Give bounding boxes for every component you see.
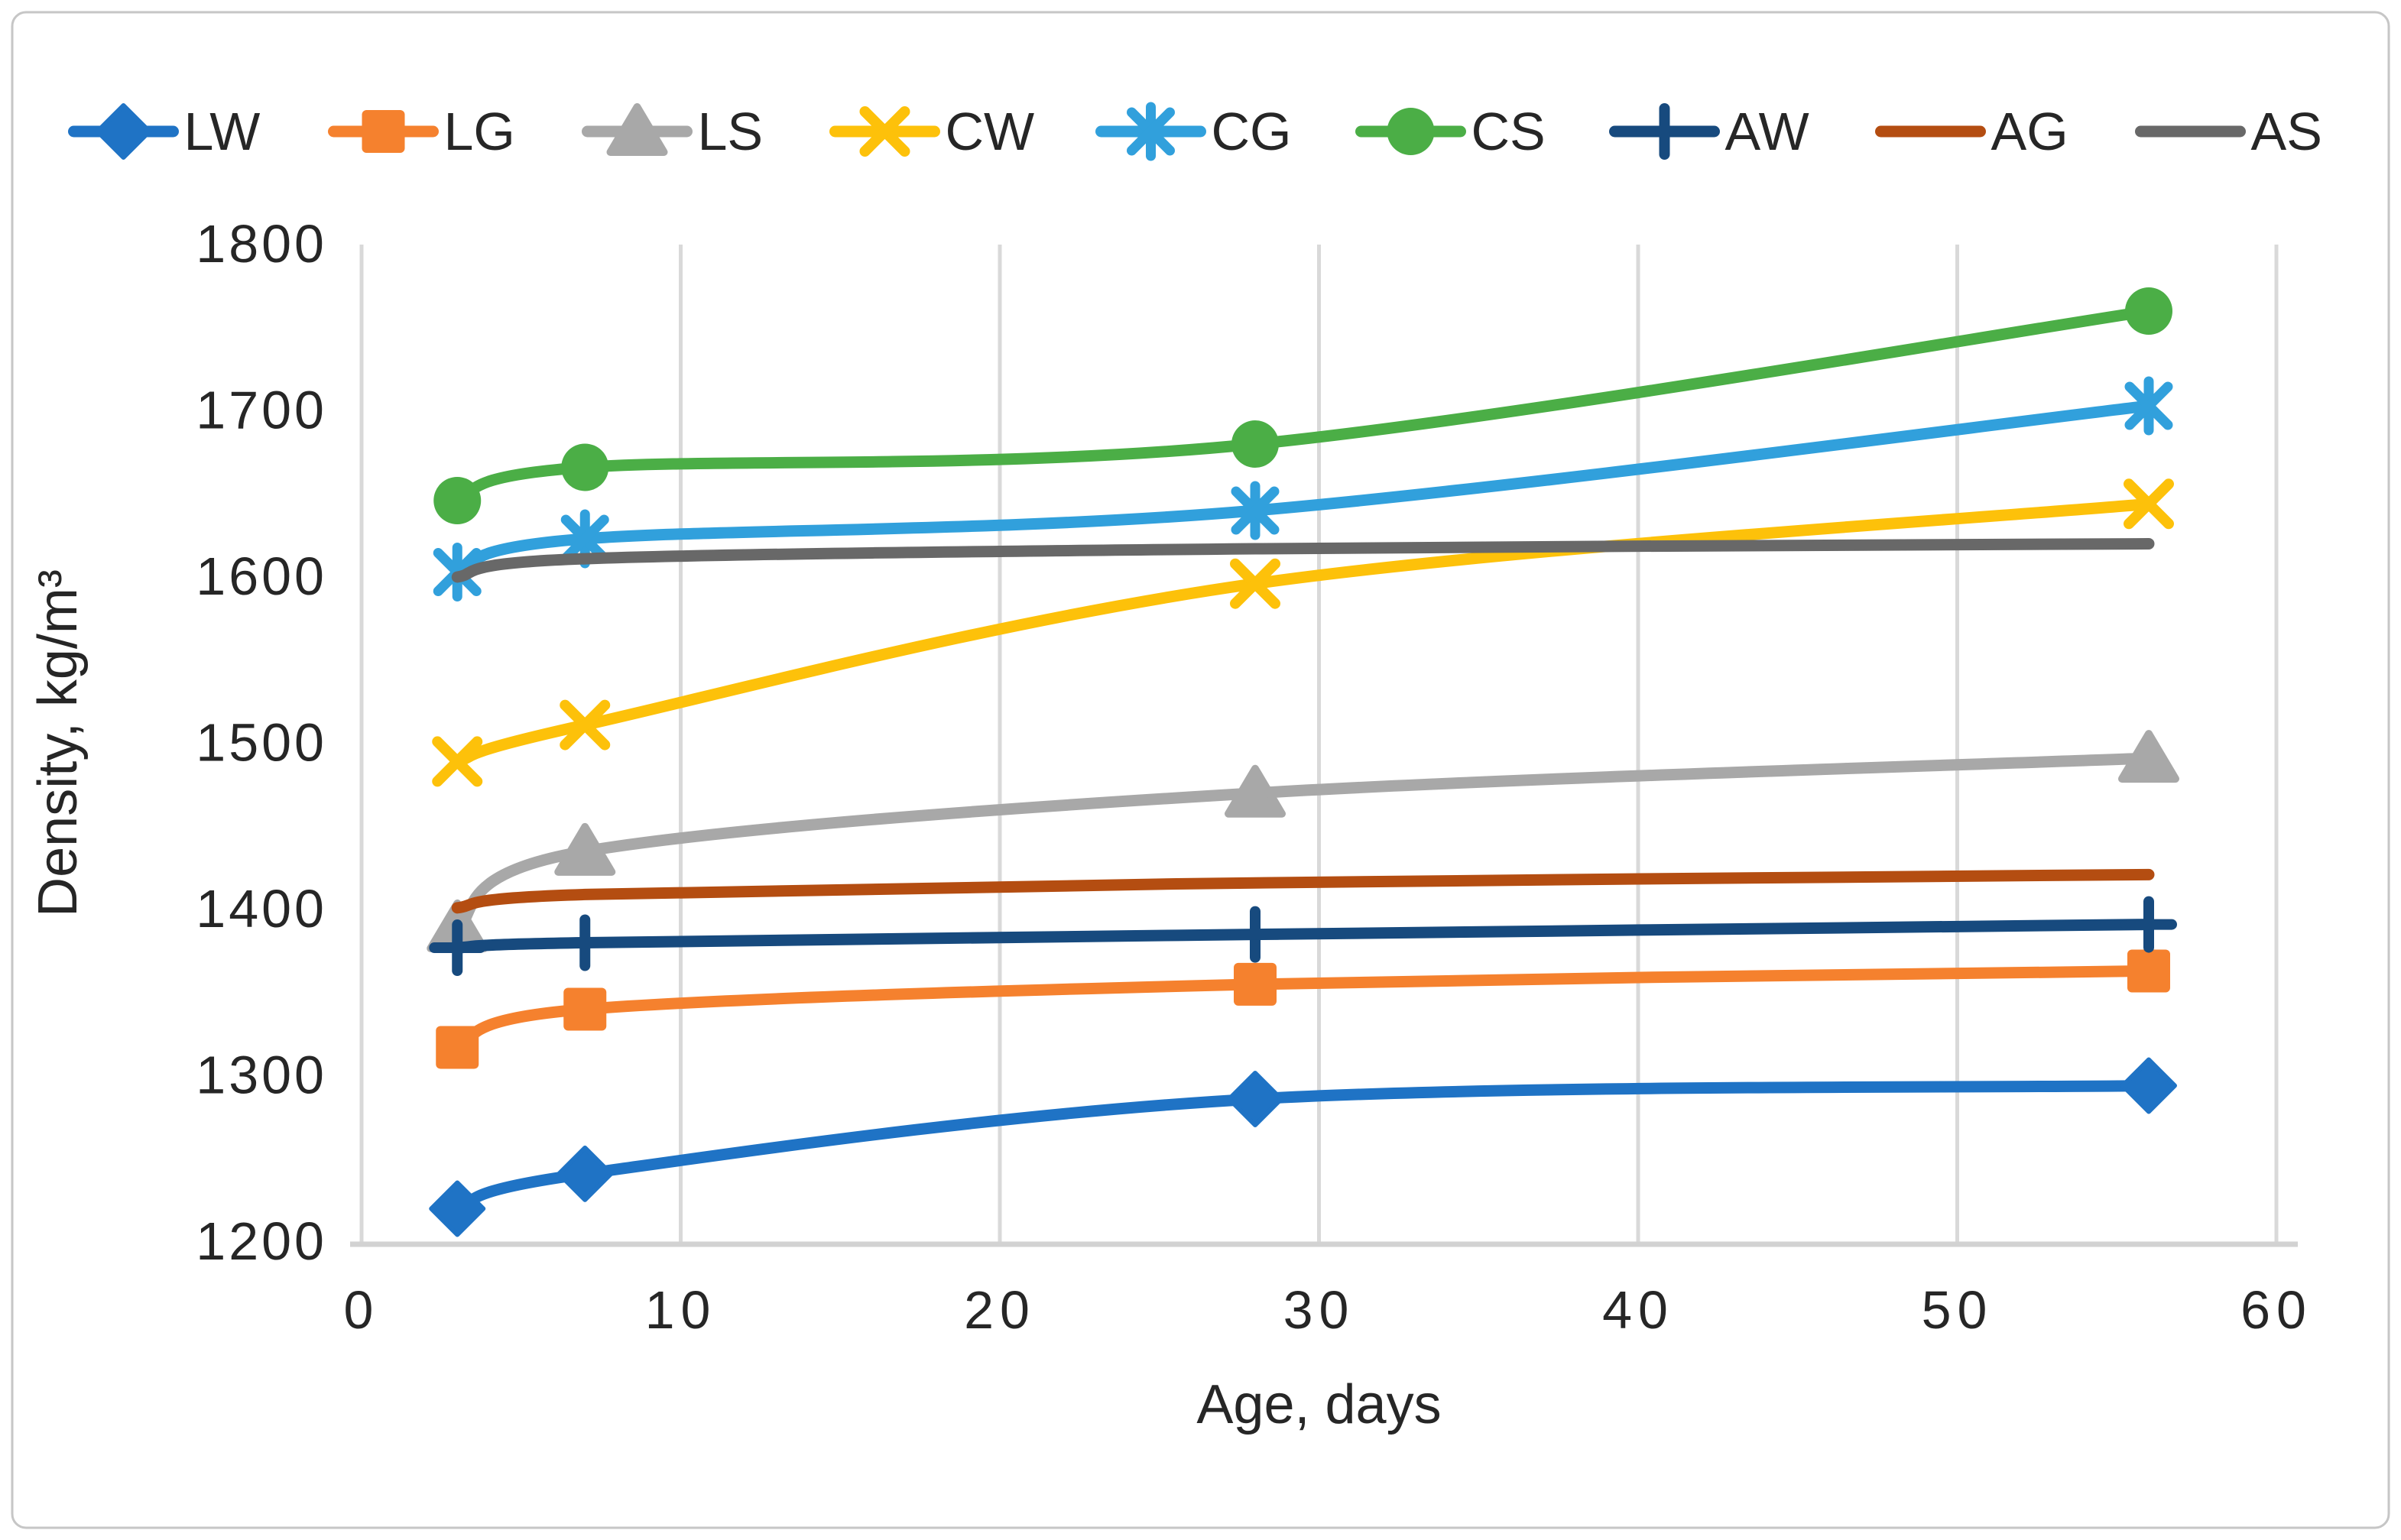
legend-marker-LS — [606, 103, 668, 156]
legend-item-LS: LS — [582, 102, 764, 161]
legend-label-AG: AG — [1991, 102, 2068, 161]
legend-item-AG: AG — [1875, 102, 2068, 161]
legend-label-CW: CW — [946, 102, 1035, 161]
series-CS — [433, 287, 2172, 524]
gridlines — [359, 245, 2279, 1242]
y-tick-label: 1800 — [196, 214, 327, 274]
series-LG — [436, 949, 2170, 1069]
marker-LW — [1227, 1070, 1283, 1127]
series-line-LW — [451, 1080, 2155, 1214]
marker-CS — [1231, 420, 1279, 468]
marker-CS — [2125, 287, 2172, 335]
marker-CS — [561, 443, 609, 491]
marker-LS — [1225, 764, 1286, 818]
figure-border — [11, 11, 2390, 1529]
legend-marker-LW — [95, 103, 152, 160]
x-axis-ticks: 0 10 20 30 40 50 60 — [344, 1280, 2312, 1340]
marker-LG — [436, 1026, 479, 1069]
legend-marker-CW — [859, 106, 910, 157]
series-line-AW — [451, 919, 2155, 954]
series-AS — [451, 538, 2155, 583]
marker-LG — [1234, 962, 1277, 1006]
legend-item-AW: AW — [1609, 102, 1809, 161]
series-AW — [429, 896, 2177, 977]
marker-LW — [429, 1180, 486, 1237]
legend-item-CW: CW — [829, 102, 1035, 161]
legend: LW LG LS CW CG CS AW AG AS — [68, 102, 2322, 161]
legend-label-LS: LS — [698, 102, 764, 161]
marker-LW — [2120, 1057, 2177, 1114]
marker-CG — [1231, 486, 1280, 535]
series-CW — [432, 478, 2174, 787]
x-tick-label: 60 — [2240, 1280, 2312, 1340]
series-line-AG — [451, 868, 2155, 914]
series-AG — [451, 868, 2155, 914]
x-tick-label: 0 — [344, 1280, 380, 1340]
series-LS — [427, 730, 2179, 952]
y-tick-label: 1500 — [196, 713, 327, 773]
marker-LW — [556, 1145, 614, 1202]
y-axis-ticks: 1200 1300 1400 1500 1600 1700 1800 — [196, 214, 327, 1271]
y-tick-label: 1200 — [196, 1211, 327, 1271]
y-tick-label: 1300 — [196, 1046, 327, 1105]
legend-item-CS: CS — [1355, 102, 1546, 161]
marker-LS — [554, 822, 616, 876]
marker-CS — [433, 476, 482, 524]
marker-CG — [2124, 381, 2173, 430]
y-axis-title: Density, kg/m³ — [28, 569, 89, 917]
marker-CW — [2124, 478, 2174, 530]
marker-CG — [560, 514, 609, 563]
x-tick-label: 40 — [1602, 1280, 1674, 1340]
legend-label-LG: LG — [444, 102, 515, 161]
x-tick-label: 10 — [645, 1280, 717, 1340]
series-line-LS — [451, 752, 2155, 934]
marker-CW — [560, 699, 611, 751]
legend-item-CG: CG — [1095, 102, 1292, 161]
y-tick-label: 1600 — [196, 546, 327, 606]
legend-label-AW: AW — [1725, 102, 1809, 161]
legend-item-AS: AS — [2135, 102, 2322, 161]
series-line-CG — [451, 400, 2155, 578]
series-line-CS — [451, 305, 2155, 507]
marker-CW — [1230, 558, 1280, 609]
legend-marker-CG — [1127, 107, 1175, 156]
legend-marker-CS — [1387, 108, 1435, 155]
x-tick-label: 50 — [1922, 1280, 1994, 1340]
x-axis-title: Age, days — [1196, 1374, 1441, 1435]
y-tick-label: 1700 — [196, 381, 327, 440]
marker-LG — [2127, 949, 2170, 993]
x-tick-label: 30 — [1283, 1280, 1355, 1340]
marker-CW — [432, 736, 483, 787]
series-line-CW — [451, 498, 2155, 767]
marker-LG — [563, 987, 607, 1031]
legend-item-LG: LG — [328, 102, 515, 161]
x-tick-label: 20 — [964, 1280, 1036, 1340]
legend-label-CG: CG — [1212, 102, 1292, 161]
series-LW — [429, 1057, 2177, 1237]
y-tick-label: 1400 — [196, 879, 327, 939]
legend-label-CS: CS — [1471, 102, 1546, 161]
legend-item-LW: LW — [68, 102, 261, 161]
series-line-LG — [451, 965, 2155, 1054]
legend-label-AS: AS — [2251, 102, 2322, 161]
marker-LS — [2118, 730, 2179, 783]
legend-label-LW: LW — [184, 102, 261, 161]
legend-marker-LG — [362, 110, 405, 153]
series-line-AS — [451, 538, 2155, 583]
